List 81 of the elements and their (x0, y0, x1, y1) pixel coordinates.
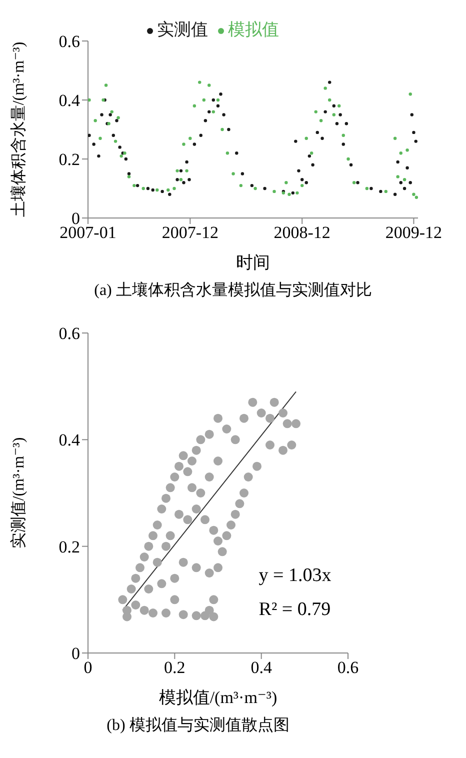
point (396, 175, 400, 178)
text: (b) 模拟值与实测值散点图 (106, 716, 290, 736)
point (120, 154, 123, 158)
x-tick-label: 2007-01 (60, 223, 116, 242)
y-tick-label: 0.4 (58, 91, 80, 110)
point (284, 181, 288, 184)
point (393, 136, 397, 140)
point (239, 184, 243, 188)
legend-label: 实测值 (157, 20, 208, 39)
y-tick-label: 0.4 (58, 430, 80, 450)
x-tick-label: 2007-12 (162, 223, 218, 242)
point (324, 86, 327, 90)
point (300, 184, 304, 188)
x-tick-label: 0.4 (250, 658, 272, 678)
point (202, 98, 206, 102)
legend-label: 模拟值 (228, 20, 279, 39)
point (337, 104, 341, 108)
point (314, 110, 318, 114)
point (166, 188, 170, 192)
point (179, 178, 183, 182)
point (156, 188, 159, 192)
point (232, 172, 235, 176)
point (198, 80, 202, 84)
point (272, 190, 276, 194)
annotation: y = 1.03x (258, 564, 332, 587)
point (402, 178, 406, 182)
point (304, 136, 308, 140)
x-tick-label: 2008-12 (274, 223, 330, 242)
y-tick-label: 0.6 (58, 324, 80, 344)
point (328, 98, 332, 102)
point (98, 136, 102, 140)
point (406, 148, 409, 152)
point (94, 119, 97, 122)
point (188, 136, 192, 140)
y-tick-label: 0.2 (58, 150, 80, 170)
point (216, 98, 220, 102)
x-tick-label: 2009-12 (385, 223, 442, 242)
x-tick-label: 0.6 (337, 658, 359, 678)
point (254, 186, 257, 190)
point (332, 113, 336, 116)
point (88, 98, 91, 102)
point (414, 196, 418, 199)
point (408, 92, 412, 96)
y-tick-label: 0.2 (58, 537, 80, 556)
y-tick-label: 0 (72, 644, 80, 664)
point (192, 104, 196, 108)
point (114, 140, 118, 143)
point (384, 190, 388, 194)
point (310, 152, 314, 155)
point (132, 184, 136, 188)
y-axis-title: 实测值/(m³·m⁻³) (10, 437, 28, 549)
x-axis-title: 模拟值/(m³·m⁻³) (158, 688, 278, 707)
point (142, 186, 145, 190)
point (182, 142, 186, 146)
point (220, 128, 224, 132)
point (185, 169, 188, 172)
point (346, 157, 350, 161)
point (208, 84, 211, 87)
point (296, 191, 299, 195)
annotation: R² = 0.79 (258, 598, 331, 621)
x-tick-label: 0.2 (164, 658, 186, 678)
point (342, 134, 345, 137)
point (176, 169, 179, 172)
point (212, 110, 215, 114)
point (116, 116, 120, 120)
text: (a) 土壤体积含水量模拟值与实测值对比 (93, 280, 373, 301)
point (110, 110, 114, 114)
y-tick-label: 0.6 (58, 32, 80, 52)
point (172, 186, 176, 190)
point (226, 152, 230, 155)
point (399, 152, 402, 155)
point (365, 186, 369, 190)
point (319, 119, 323, 122)
y-axis-title: 土壤体积含水量/(m³·m⁻³) (10, 42, 28, 218)
x-axis-title: 时间 (236, 253, 270, 272)
point (352, 181, 356, 184)
point (104, 84, 108, 87)
x-tick-label: 0 (84, 658, 92, 678)
point (288, 192, 291, 196)
point (127, 175, 131, 178)
point (412, 192, 416, 196)
